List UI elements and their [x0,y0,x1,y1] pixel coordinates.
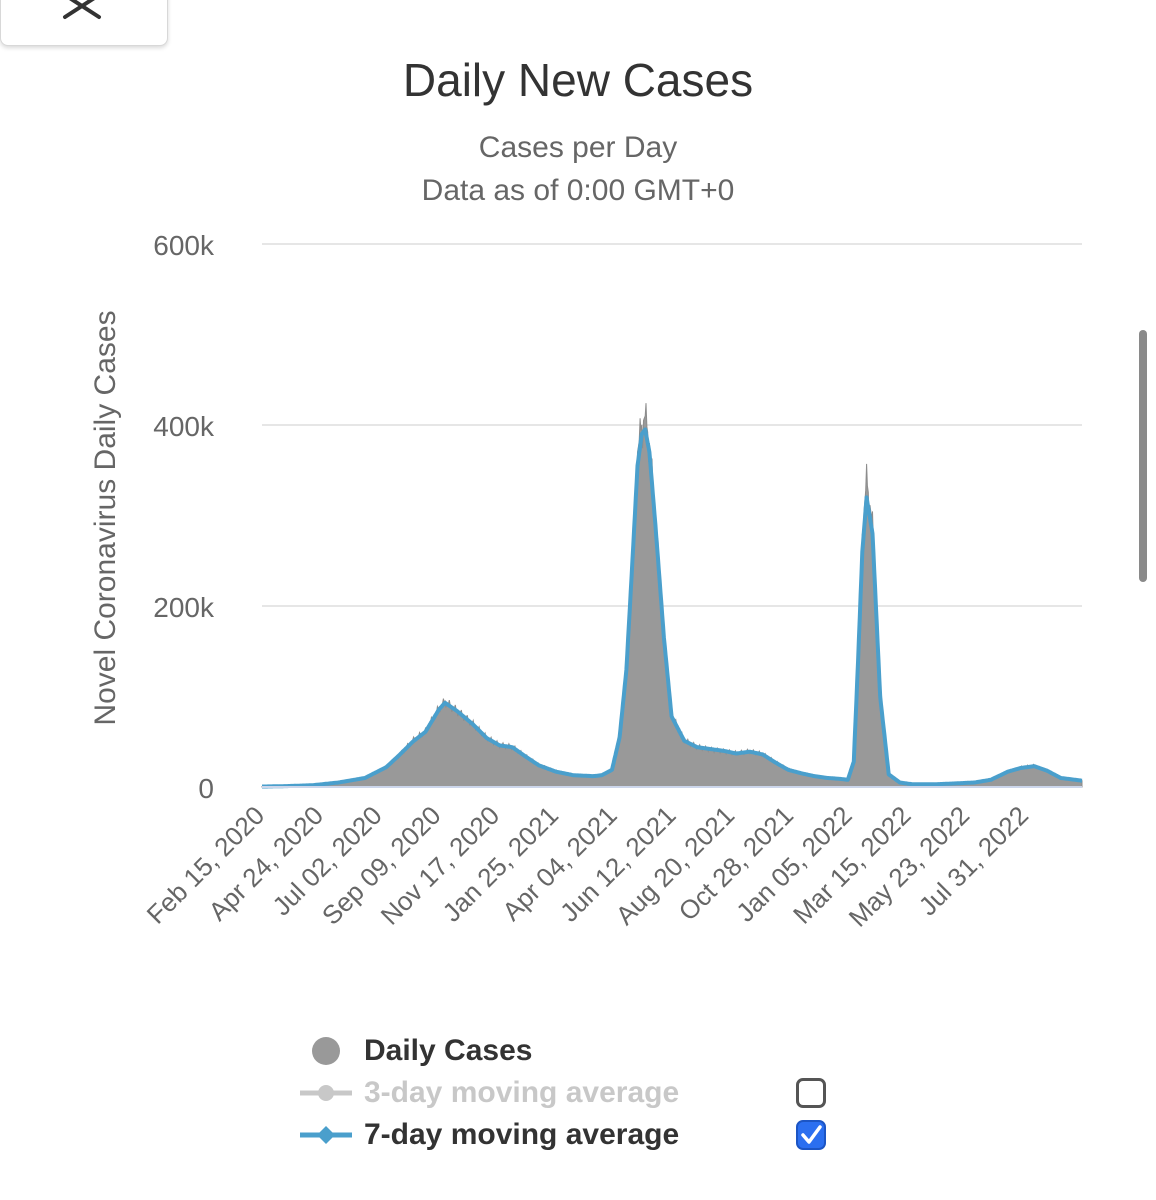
checkbox-3-day-average[interactable] [796,1078,826,1108]
legend: Daily Cases 3-day moving average 7-day m… [298,1030,826,1156]
y-tick-label: 200k [153,592,215,623]
y-axis-ticks: 0 200k 400k 600k [153,230,215,804]
close-button[interactable] [0,0,168,46]
chart-subtitle-1: Cases per Day [479,131,677,164]
checkbox-7-day-average[interactable] [796,1120,826,1150]
legend-item-3-day-average[interactable]: 3-day moving average [298,1072,826,1114]
legend-label-daily-cases: Daily Cases [364,1034,533,1067]
y-tick-label: 0 [198,773,214,804]
line-circle-marker-icon [300,1085,352,1101]
series-area-daily-cases [261,403,1083,788]
legend-item-daily-cases[interactable]: Daily Cases [298,1030,679,1072]
legend-label-3-day-average: 3-day moving average [364,1076,680,1109]
chart-subtitle-2: Data as of 0:00 GMT+0 [422,174,735,207]
line-diamond-marker-icon [300,1126,352,1144]
series-layer [260,403,1084,789]
y-tick-label: 600k [153,230,215,261]
chart-title: Daily New Cases [403,54,753,106]
legend-item-7-day-average[interactable]: 7-day moving average [298,1114,826,1156]
series-line-7-day-average [260,427,1084,789]
y-axis-label: Novel Coronavirus Daily Cases [89,310,122,725]
checkmark-icon [801,1125,822,1144]
legend-label-7-day-average: 7-day moving average [364,1118,680,1151]
vertical-scrollbar[interactable] [1139,330,1147,582]
y-tick-label: 400k [153,411,215,442]
close-icon [63,0,101,19]
daily-cases-chart: Daily New Cases Cases per Day Data as of… [89,54,1084,933]
circle-marker-icon [312,1037,340,1065]
